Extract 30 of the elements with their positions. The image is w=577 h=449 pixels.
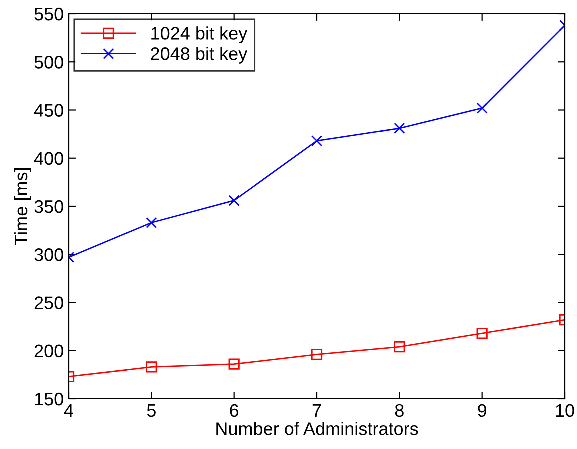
legend-label: 2048 bit key: [151, 47, 248, 64]
x-tick-label: 6: [230, 404, 239, 418]
x-tick-label: 8: [395, 404, 404, 418]
point: [228, 358, 240, 370]
y-axis-title: Time [ms]: [14, 168, 32, 246]
x-tick-label: 4: [64, 404, 74, 417]
point: [311, 349, 323, 360]
y-tick-label: 150: [35, 392, 64, 406]
x-tick-label: 10: [556, 404, 574, 418]
y-tick-label: 300: [34, 248, 64, 262]
point: [146, 217, 158, 228]
y-tick-label: 450: [34, 104, 64, 117]
point: [394, 122, 406, 134]
point: [311, 135, 323, 147]
y-tick-label: 400: [34, 152, 64, 166]
point: [476, 328, 488, 340]
x-axis-title: Number of Administrators: [216, 422, 418, 436]
point: [394, 341, 406, 353]
point: [228, 195, 240, 206]
legend-label: 1024 bit key: [152, 26, 248, 44]
y-tick-label: 500: [34, 56, 64, 69]
y-tick-label: 200: [34, 344, 64, 358]
x-tick-label: 5: [147, 404, 156, 418]
y-tick-label: 550: [34, 8, 64, 21]
x-tick-label: 9: [478, 404, 486, 418]
y-tick-label: 250: [34, 296, 64, 310]
y-tick-label: 350: [34, 200, 64, 214]
point: [146, 362, 158, 373]
point: [476, 102, 488, 114]
x-tick-label: 7: [312, 404, 322, 417]
